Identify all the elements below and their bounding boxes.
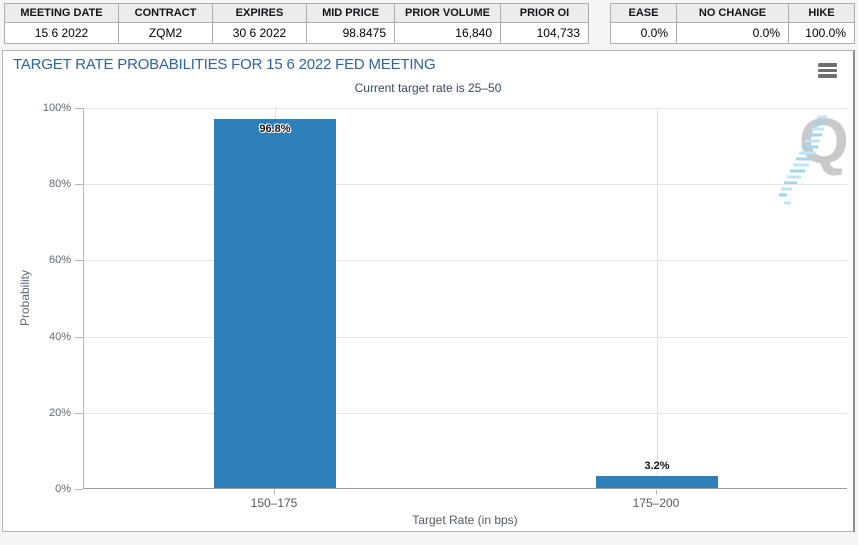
header-hike: HIKE [788, 3, 855, 23]
bar-value-label: 96.8% [259, 123, 291, 135]
probability-bar[interactable] [596, 476, 718, 488]
chart-title: TARGET RATE PROBABILITIES FOR 15 6 2022 … [13, 56, 436, 73]
value-meeting-date: 15 6 2022 [4, 22, 119, 44]
chart-subtitle: Current target rate is 25–50 [354, 81, 502, 95]
x-axis-tick [274, 490, 275, 495]
menu-bar [818, 68, 837, 72]
category-gridline [657, 108, 658, 488]
plot-area: 96.8% 3.2% [83, 108, 847, 489]
x-axis-title: Target Rate (in bps) [412, 513, 518, 527]
y-gridline [84, 413, 847, 414]
y-tick-label: 40% [48, 331, 71, 343]
value-expires: 30 6 2022 [212, 22, 307, 44]
y-axis-tick [75, 260, 83, 261]
y-tick-label: 100% [42, 102, 71, 114]
value-contract: ZQM2 [118, 22, 213, 44]
header-contract: CONTRACT [118, 3, 213, 23]
header-mid-price: MID PRICE [306, 3, 395, 23]
y-gridline [84, 337, 847, 338]
y-gridline [84, 108, 847, 109]
value-prior-volume: 16,840 [394, 22, 501, 44]
y-tick-label: 20% [48, 407, 71, 419]
quote-table-value-row: 15 6 2022 ZQM2 30 6 2022 98.8475 16,840 … [4, 22, 589, 44]
contract-quote-table: MEETING DATE CONTRACT EXPIRES MID PRICE … [4, 3, 589, 44]
header-prior-volume: PRIOR VOLUME [394, 3, 501, 23]
y-axis-tick [75, 337, 83, 338]
y-gridline [84, 260, 847, 261]
quote-table-header-row: MEETING DATE CONTRACT EXPIRES MID PRICE … [4, 3, 589, 23]
y-axis-tick [75, 489, 83, 490]
value-hike: 100.0% [788, 22, 855, 44]
rate-action-probability-table: EASE NO CHANGE HIKE 0.0% 0.0% 100.0% [610, 3, 855, 44]
value-ease: 0.0% [610, 22, 677, 44]
action-table-header-row: EASE NO CHANGE HIKE [610, 3, 855, 23]
probability-bar[interactable] [214, 119, 336, 488]
y-axis-title: Probability [18, 269, 32, 327]
y-gridline [84, 184, 847, 185]
menu-bar [818, 63, 837, 67]
y-tick-label: 60% [48, 254, 71, 266]
header-no-change: NO CHANGE [676, 3, 789, 23]
y-axis-tick [75, 413, 83, 414]
y-axis-tick [75, 184, 83, 185]
value-prior-oi: 104,733 [500, 22, 589, 44]
menu-bar [818, 74, 837, 78]
x-tick-label: 175–200 [632, 496, 680, 510]
x-tick-label: 150–175 [250, 496, 298, 510]
header-prior-oi: PRIOR OI [500, 3, 589, 23]
bar-value-label: 3.2% [644, 460, 670, 472]
y-tick-label: 80% [48, 178, 71, 190]
value-no-change: 0.0% [676, 22, 789, 44]
header-meeting-date: MEETING DATE [4, 3, 119, 23]
probability-chart-panel: TARGET RATE PROBABILITIES FOR 15 6 2022 … [2, 50, 855, 532]
chart-menu-icon[interactable] [818, 63, 837, 80]
y-tick-label: 0% [55, 483, 71, 495]
x-axis-tick [656, 490, 657, 495]
header-expires: EXPIRES [212, 3, 307, 23]
action-table-value-row: 0.0% 0.0% 100.0% [610, 22, 855, 44]
value-mid-price: 98.8475 [306, 22, 395, 44]
header-ease: EASE [610, 3, 677, 23]
y-axis-tick [75, 108, 83, 109]
